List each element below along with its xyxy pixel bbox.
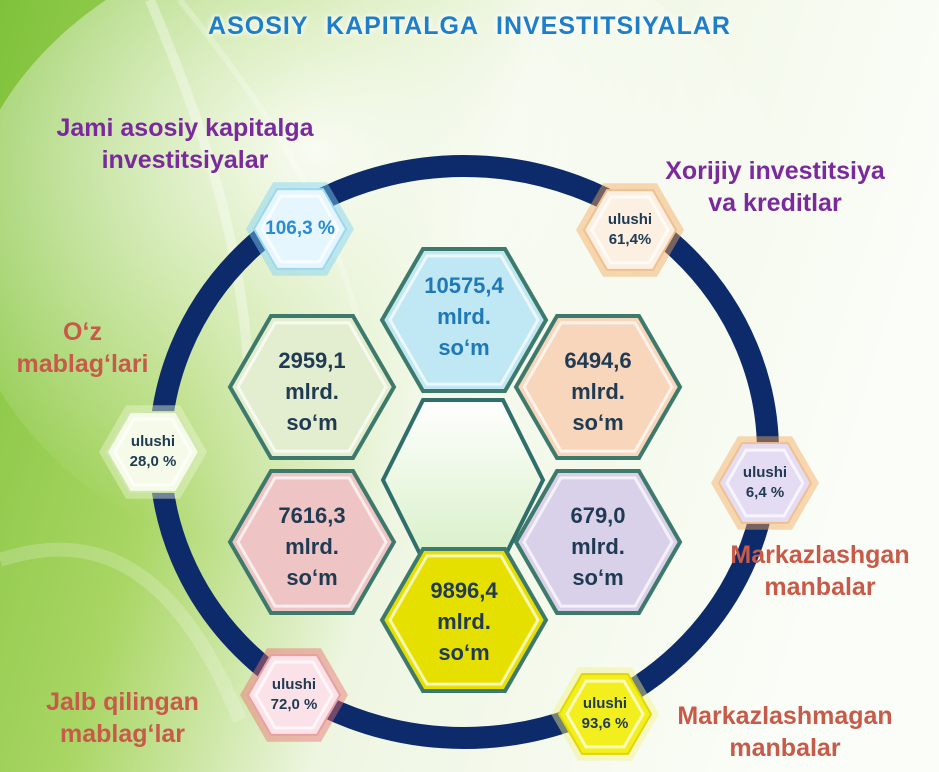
label-foreign-line2: va kreditlar — [708, 189, 842, 217]
share-hex-centralized-bevel — [725, 448, 805, 518]
hex-decentralized-bevel — [388, 554, 540, 686]
hex-decentralized-unit2: so‘m — [438, 640, 490, 665]
hex-centralized-bevel — [522, 476, 674, 608]
hex-own-amount: 2959,1 — [278, 348, 346, 373]
hex-foreign — [513, 313, 683, 461]
hex-own-unit1: mlrd. — [285, 379, 339, 404]
label-attracted-line2: mablag‘lar — [59, 720, 186, 748]
label-centralized-line2: manbalar — [764, 573, 876, 601]
share-hex-own-bevel — [113, 417, 193, 487]
hex-attracted-unit2: so‘m — [286, 565, 338, 590]
label-own-line2: mablag‘lari — [16, 350, 149, 378]
share-own-value: 28,0 % — [129, 453, 177, 470]
share-decentralized-value: 93,6 % — [581, 715, 629, 732]
share-attracted-value: 72,0 % — [270, 696, 318, 713]
share-attracted-text: ulushi 72,0 % — [244, 675, 344, 715]
share-centralized-value: 6,4 % — [745, 484, 785, 501]
hex-total-unit2: so‘m — [438, 335, 490, 360]
hex-attracted-value: 7616,3 mlrd. so‘m — [232, 500, 392, 593]
hex-centralized-unit1: mlrd. — [571, 534, 625, 559]
label-decentralized-line1: Markazlashmagan — [677, 702, 893, 730]
share-foreign-label: ulushi — [607, 211, 653, 228]
hex-total-unit1: mlrd. — [437, 304, 491, 329]
hex-attracted-amount: 7616,3 — [278, 503, 346, 528]
hex-centralized — [513, 468, 683, 616]
label-attracted-line1: Jalb qilingan — [46, 688, 199, 716]
share-decentralized-text: ulushi 93,6 % — [555, 694, 655, 734]
hex-attracted-unit1: mlrd. — [285, 534, 339, 559]
share-hex-foreign — [582, 189, 678, 271]
share-hex-decentralized-bevel — [565, 679, 645, 749]
share-hex-decentralized — [557, 673, 653, 755]
hex-own-unit2: so‘m — [286, 410, 338, 435]
label-foreign-line1: Xorijiy investitsiya — [665, 157, 885, 185]
hex-foreign-bevel — [522, 321, 674, 453]
label-decentralized-line2: manbalar — [729, 734, 841, 762]
share-foreign-text: ulushi 61,4% — [580, 210, 680, 250]
hex-foreign-amount: 6494,6 — [564, 348, 632, 373]
hex-foreign-unit2: so‘m — [572, 410, 624, 435]
share-hex-foreign-bevel — [590, 195, 670, 265]
hex-own-bevel — [236, 321, 388, 453]
hex-decentralized-value: 9896,4 mlrd. so‘m — [384, 575, 544, 668]
hex-centralized-unit2: so‘m — [572, 565, 624, 590]
hex-decentralized-amount: 9896,4 — [430, 578, 498, 603]
label-total-line2: investitsiyalar — [101, 146, 269, 174]
label-total-line1: Jami asosiy kapitalga — [56, 114, 314, 142]
hex-total-amount: 10575,4 — [424, 273, 504, 298]
hex-decentralized — [379, 546, 549, 694]
label-own-funds: O‘z mablag‘lari — [0, 316, 165, 380]
label-decentralized-sources: Markazlashmagan manbalar — [640, 700, 930, 764]
share-decentralized-label: ulushi — [582, 695, 628, 712]
share-hex-own — [105, 411, 201, 493]
hex-foreign-value: 6494,6 mlrd. so‘m — [518, 345, 678, 438]
share-total-text: 106,3 % — [265, 218, 335, 239]
share-hex-centralized — [717, 442, 813, 524]
hex-foreign-unit1: mlrd. — [571, 379, 625, 404]
share-own-text: ulushi 28,0 % — [103, 432, 203, 472]
hex-centralized-amount: 679,0 — [570, 503, 626, 528]
hex-decentralized-unit1: mlrd. — [437, 609, 491, 634]
share-centralized-label: ulushi — [742, 464, 788, 481]
label-own-line1: O‘z — [63, 318, 102, 346]
label-centralized-line1: Markazlashgan — [730, 541, 910, 569]
hex-attracted-bevel — [236, 476, 388, 608]
label-centralized-sources: Markazlashgan manbalar — [705, 539, 935, 603]
share-attracted-label: ulushi — [271, 676, 317, 693]
share-hex-total-bevel — [260, 194, 340, 264]
share-hex-attracted-bevel — [254, 660, 334, 730]
share-foreign-value: 61,4% — [608, 231, 652, 248]
label-attracted-funds: Jalb qilingan mablag‘lar — [10, 686, 235, 750]
label-total-investments: Jami asosiy kapitalga investitsiyalar — [30, 112, 340, 176]
hex-attracted — [227, 468, 397, 616]
page-title: ASOSIY KAPITALGA INVESTITSIYALAR — [208, 12, 731, 40]
share-hex-attracted — [246, 654, 342, 736]
label-foreign-investments: Xorijiy investitsiya va kreditlar — [630, 155, 920, 219]
hex-total-value: 10575,4 mlrd. so‘m — [384, 270, 544, 363]
hex-centralized-value: 679,0 mlrd. so‘m — [518, 500, 678, 593]
hex-own — [227, 313, 397, 461]
hex-total-bevel — [388, 254, 540, 386]
hex-own-value: 2959,1 mlrd. so‘m — [232, 345, 392, 438]
share-own-label: ulushi — [130, 433, 176, 450]
share-hex-total — [252, 188, 348, 270]
hex-total — [379, 246, 549, 394]
share-centralized-text: ulushi 6,4 % — [715, 463, 815, 503]
